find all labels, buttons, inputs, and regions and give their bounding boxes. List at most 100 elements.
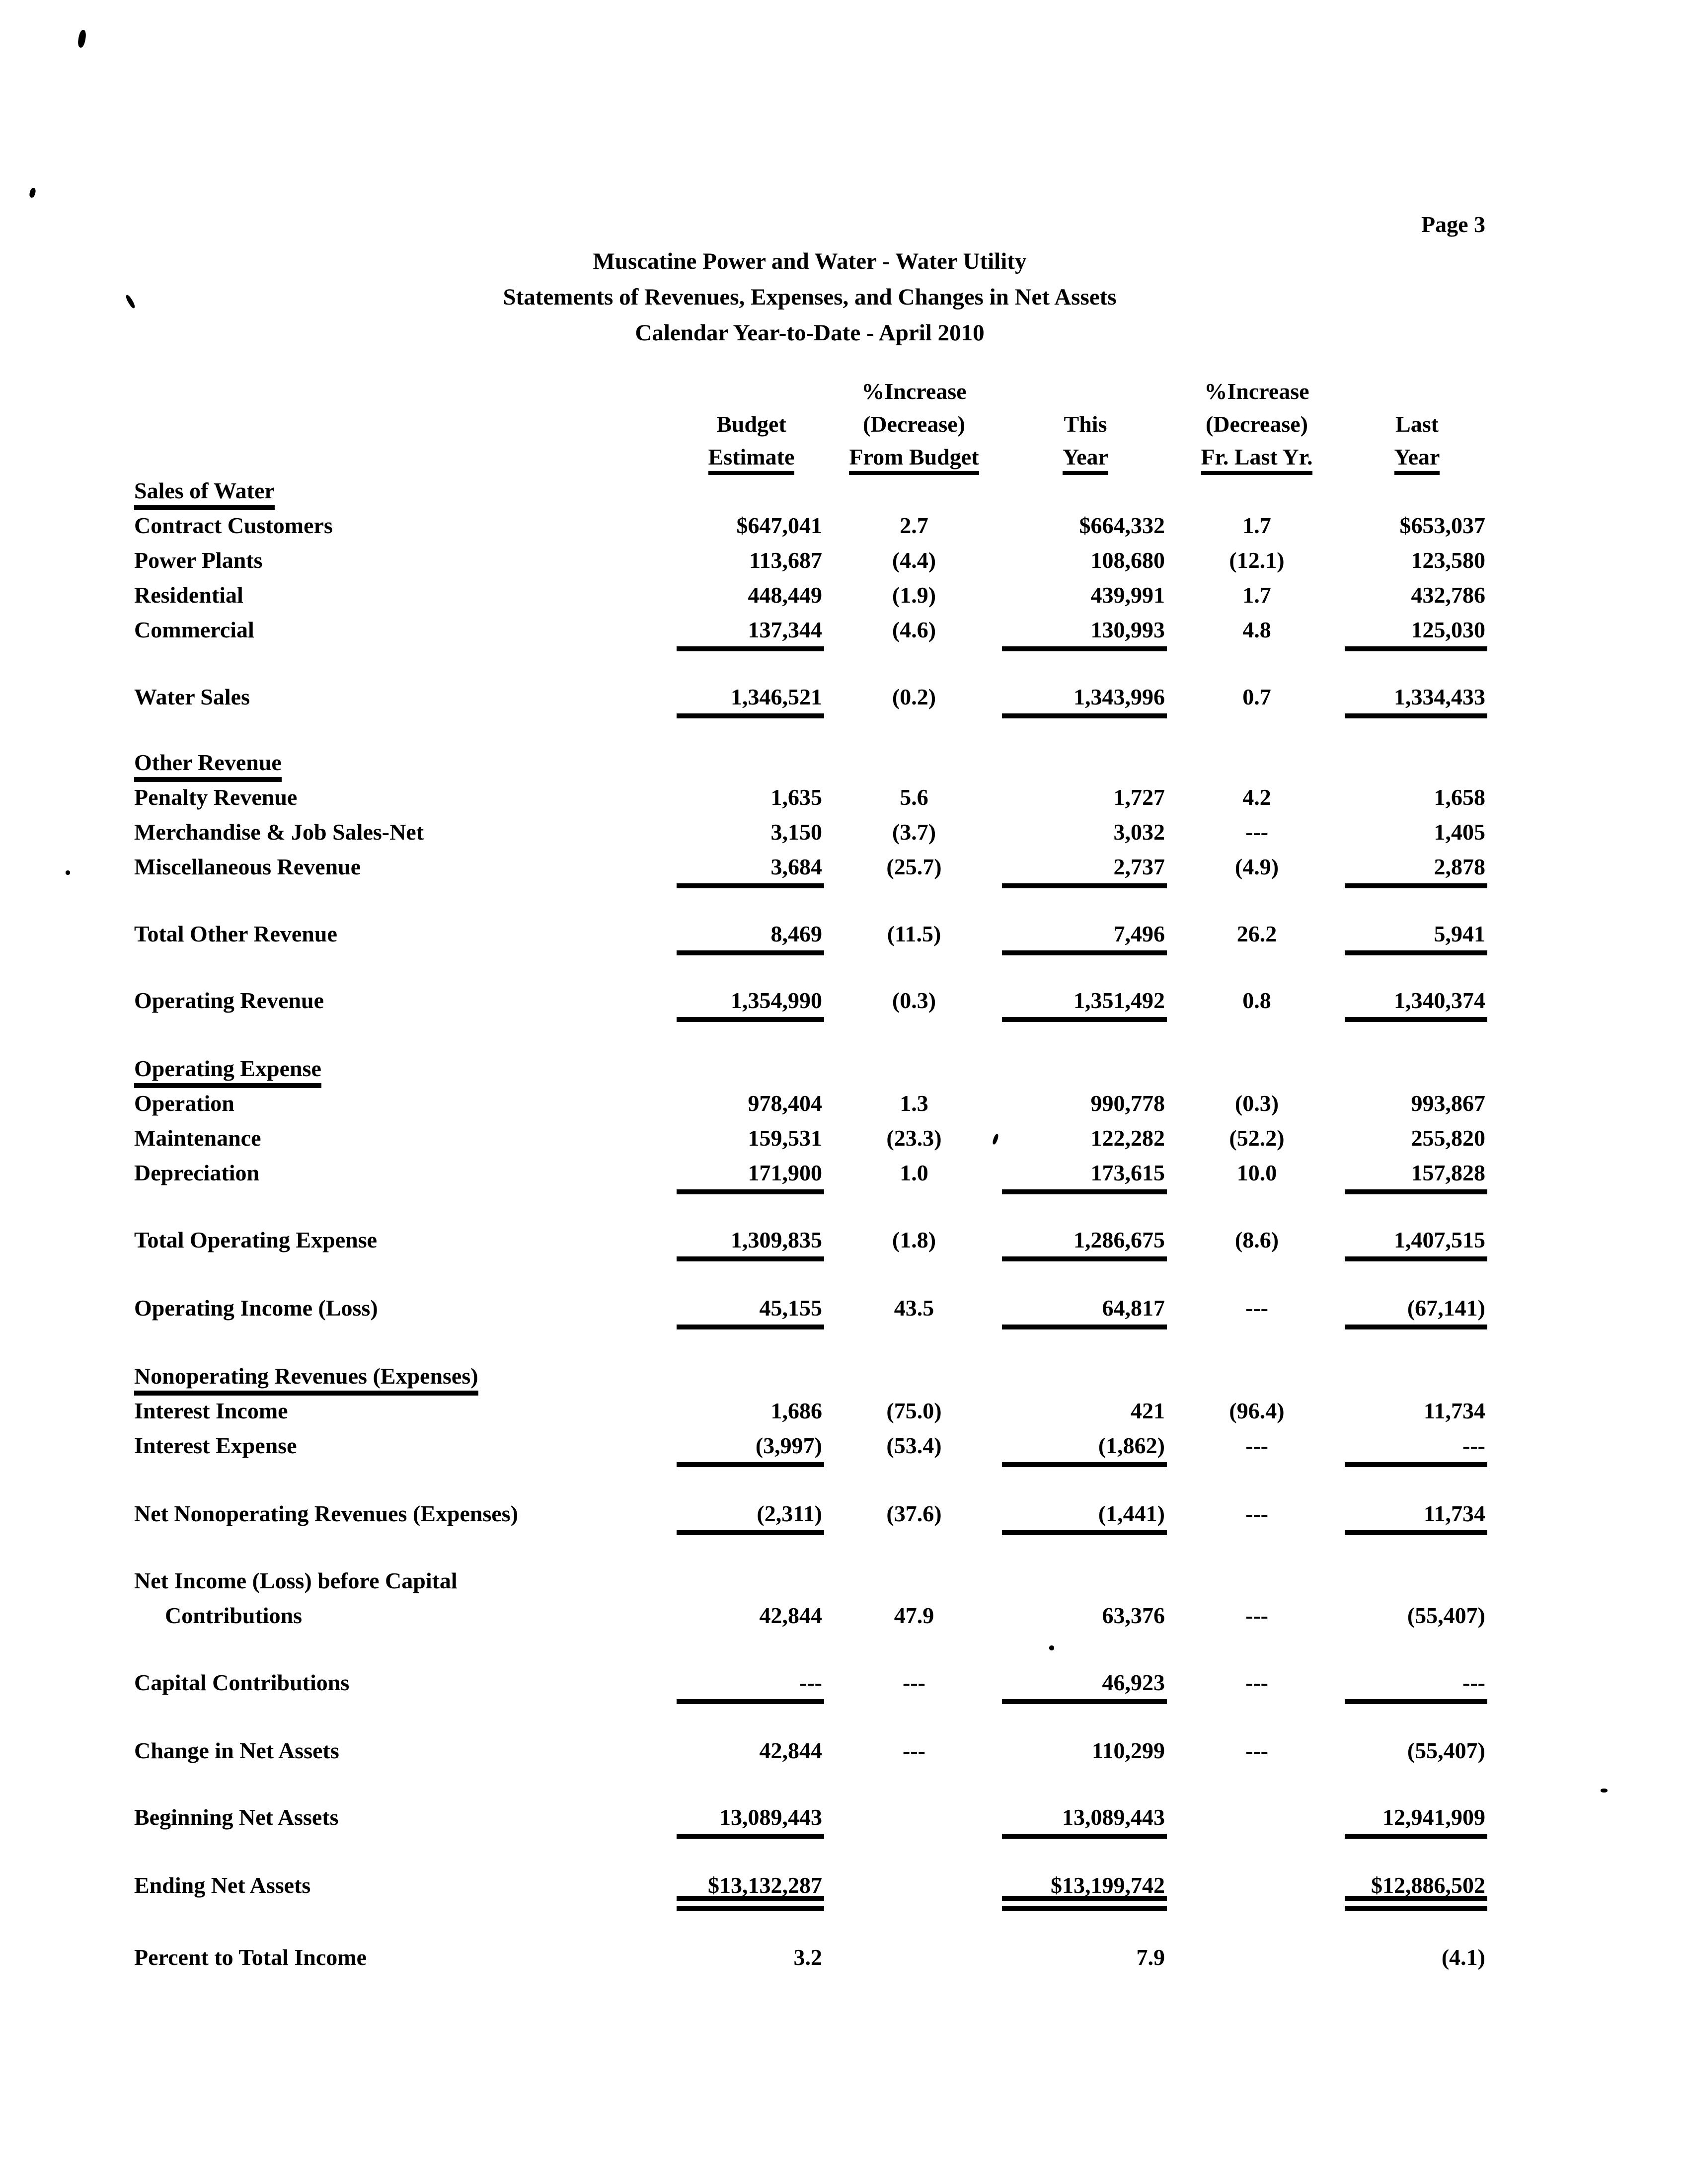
this-year-value: 2,737	[1002, 850, 1167, 888]
row-gap	[134, 884, 1485, 917]
table-row: Depreciation 171,900 1.0 173,615 10.0 157,828	[134, 1156, 1487, 1194]
budget-estimate-value: 171,900	[677, 1156, 824, 1194]
underlined-header-text: Fr. Last Yr.	[1201, 444, 1313, 475]
last-year-value: ---	[1345, 1665, 1487, 1704]
section-title: Other Revenue	[134, 745, 681, 782]
table-row: Maintenance 159,531 (23.3) 122,282 (52.2) 255…	[134, 1121, 1485, 1156]
last-year-value: 11,734	[1424, 1398, 1485, 1423]
col-header-lastyear-2: Year	[1349, 441, 1485, 475]
row-gap	[134, 1531, 1485, 1563]
pct-change-from-budget-value: 1.3	[900, 1091, 928, 1116]
pct-change-from-budget-value: 1.0	[900, 1160, 928, 1185]
row-label: Percent to Total Income	[134, 1945, 367, 1970]
this-year-value: 439,991	[1090, 582, 1165, 608]
this-year-value: $664,332	[1079, 513, 1165, 538]
row-gap	[134, 1768, 1485, 1800]
last-year-value: (4.1)	[1441, 1945, 1485, 1970]
budget-estimate-value: 1,309,835	[677, 1223, 824, 1261]
pct-change-from-budget-value	[822, 1868, 1006, 1903]
pct-change-from-budget-value: (53.4)	[886, 1433, 942, 1458]
table-row: Residential 448,449 (1.9) 439,991 1.7 432,786	[134, 578, 1485, 613]
row-label: Net Nonoperating Revenues (Expenses)	[134, 1501, 519, 1526]
pct-change-from-last-year-value: (96.4)	[1229, 1398, 1285, 1423]
row-label: Depreciation	[134, 1160, 260, 1185]
table-row: Operating Revenue 1,354,990 (0.3) 1,351,492…	[134, 983, 1487, 1022]
table-row: Interest Expense (3,997) (53.4) (1,862) --- -…	[134, 1428, 1487, 1467]
pct-change-from-budget-value: 47.9	[894, 1603, 934, 1628]
budget-estimate-value: 3,150	[770, 819, 823, 845]
row-label: Contract Customers	[134, 513, 333, 538]
budget-estimate-value: (3,997)	[677, 1428, 824, 1467]
pct-change-from-last-year-value: 4.8	[1242, 617, 1271, 642]
budget-estimate-value: 448,449	[748, 582, 823, 608]
pct-change-from-last-year-value: (8.6)	[1234, 1227, 1279, 1252]
last-year-value: 2,878	[1345, 850, 1487, 888]
scan-artifact-mark	[66, 870, 70, 875]
pct-change-from-budget-value: ---	[903, 1670, 925, 1695]
row-label: Commercial	[134, 617, 254, 642]
this-year-value: 3,032	[1113, 819, 1165, 845]
pct-change-from-budget-value: (0.2)	[892, 684, 936, 709]
spacer-cell	[134, 441, 681, 473]
this-year-value: 122,282	[1090, 1125, 1165, 1151]
section-header-row: Operating Expense	[134, 1051, 1485, 1088]
col-header-pct-lastyr-2: (Decrease)	[1205, 411, 1308, 437]
spacer-cell	[1006, 375, 1165, 408]
table-row: Merchandise & Job Sales-Net 3,150 (3.7) 3,0…	[134, 815, 1485, 850]
table-row: Total Operating Expense 1,309,835 (1.8) 1,2…	[134, 1223, 1487, 1261]
pct-change-from-last-year-value	[1165, 1868, 1349, 1903]
underlined-header-text: Year	[1394, 444, 1440, 475]
pct-change-from-last-year-value: 1.7	[1242, 582, 1271, 608]
pct-change-from-budget-value	[822, 1800, 1006, 1835]
row-gap	[134, 1633, 1485, 1665]
pct-change-from-budget-value: (11.5)	[887, 921, 941, 946]
last-year-value: 1,334,433	[1345, 680, 1487, 718]
this-year-value: 1,343,996	[1002, 680, 1167, 718]
table-row: Contributions 42,844 47.9 63,376 --- (55,407)	[134, 1598, 1485, 1633]
budget-estimate-value: 45,155	[677, 1291, 824, 1329]
last-year-value: (55,407)	[1407, 1603, 1485, 1628]
table-row: Contract Customers $647,041 2.7 $664,332 1.7…	[134, 508, 1485, 543]
scan-artifact-mark	[1049, 1645, 1054, 1650]
report-title-company: Muscatine Power and Water - Water Utilit…	[593, 248, 1027, 274]
table-row: Beginning Net Assets 13,089,443 13,089,443…	[134, 1800, 1487, 1839]
pct-change-from-last-year-value: 0.7	[1242, 684, 1271, 709]
last-year-value: 5,941	[1345, 917, 1487, 955]
scan-artifact-mark	[77, 29, 87, 48]
pct-change-from-budget-value: 43.5	[894, 1295, 934, 1321]
last-year-value	[1349, 1563, 1485, 1598]
statement-table: Sales of Water Contract Customers $647,041…	[134, 473, 1487, 1975]
this-year-value: 46,923	[1002, 1665, 1167, 1704]
underlined-header-text: From Budget	[849, 444, 979, 475]
this-year-value: 1,351,492	[1002, 983, 1167, 1022]
pct-change-from-last-year-value: ---	[1245, 1603, 1268, 1628]
scan-artifact-mark	[28, 187, 37, 199]
pct-change-from-budget-value	[822, 1940, 1006, 1975]
section-title-text: Sales of Water	[134, 478, 275, 510]
pct-change-from-last-year-value: 1.7	[1242, 513, 1271, 538]
pct-change-from-last-year-value: ---	[1245, 1433, 1268, 1458]
pct-change-from-budget-value: ---	[903, 1738, 925, 1763]
last-year-value: 1,340,374	[1345, 983, 1487, 1022]
pct-change-from-last-year-value: 4.2	[1242, 784, 1271, 810]
underlined-header-text: Year	[1063, 444, 1108, 475]
budget-estimate-value: 3.2	[793, 1945, 823, 1970]
row-label: Total Other Revenue	[134, 921, 337, 946]
this-year-value: 13,089,443	[1002, 1800, 1167, 1839]
pct-change-from-budget-value: (37.6)	[886, 1501, 942, 1526]
pct-change-from-budget-value: 5.6	[900, 784, 928, 810]
pct-change-from-last-year-value	[1165, 1800, 1349, 1835]
col-header-pct-budget-1: %Increase	[861, 379, 967, 404]
table-row: Interest Income 1,686 (75.0) 421 (96.4) 11,73…	[134, 1394, 1485, 1428]
this-year-value: 1,727	[1113, 784, 1165, 810]
table-row: Ending Net Assets $13,132,287 $13,199,742 $…	[134, 1868, 1487, 1911]
col-header-pct-lastyr-1: %Increase	[1204, 379, 1309, 404]
table-row: Total Other Revenue 8,469 (11.5) 7,496 26.2 5…	[134, 917, 1487, 955]
budget-estimate-value: (2,311)	[677, 1496, 824, 1535]
row-label: Change in Net Assets	[134, 1738, 339, 1763]
col-header-lastyear-1: Last	[1395, 411, 1439, 437]
pct-change-from-last-year-value	[1165, 1940, 1349, 1975]
budget-estimate-value: 8,469	[677, 917, 824, 955]
pct-change-from-budget-value: (1.9)	[892, 582, 936, 608]
